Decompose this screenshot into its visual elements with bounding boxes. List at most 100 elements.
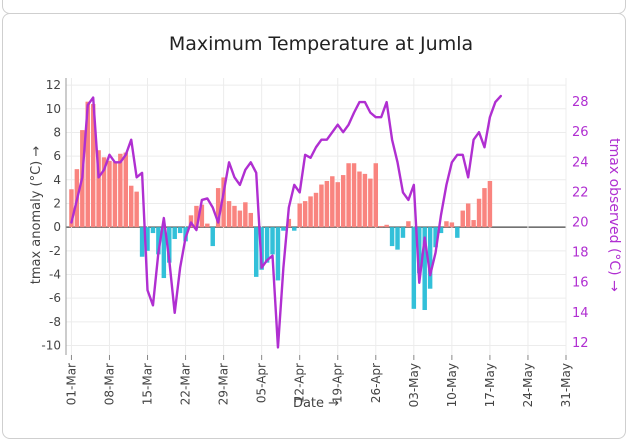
anomaly-bar	[389, 227, 395, 247]
y-tick-label-right: 12	[572, 336, 589, 351]
anomaly-bar	[270, 227, 275, 255]
anomaly-bar	[308, 196, 313, 228]
x-tick-label: 12-Apr	[293, 363, 307, 403]
y-tick-label-right: 20	[572, 216, 589, 231]
anomaly-bar	[449, 222, 455, 228]
anomaly-bar	[156, 227, 161, 255]
anomaly-bar	[417, 227, 422, 274]
anomaly-bar	[221, 177, 226, 228]
y-tick-label-left: 6	[53, 149, 61, 163]
anomaly-bar	[482, 188, 487, 228]
x-tick-label: 31-May	[559, 363, 573, 407]
anomaly-bar	[384, 224, 389, 228]
anomaly-bar	[210, 227, 215, 247]
anomaly-bar	[427, 227, 433, 289]
anomaly-bar	[465, 203, 471, 228]
y-tick-label-right: 14	[572, 306, 589, 321]
anomaly-bar	[275, 227, 281, 281]
anomaly-bar	[134, 191, 139, 228]
anomaly-bar	[161, 227, 167, 279]
observed-line	[70, 94, 502, 349]
y-tick-label-left: 2	[53, 196, 61, 210]
anomaly-bar	[118, 153, 123, 228]
anomaly-bar	[226, 201, 232, 228]
x-tick-label: 03-May	[407, 363, 421, 407]
anomaly-bar	[292, 227, 297, 231]
anomaly-bar	[264, 227, 270, 263]
y-tick-label-left: -4	[49, 268, 61, 282]
anomaly-bar	[90, 104, 96, 228]
anomaly-bar	[368, 178, 373, 228]
x-tick-label: 10-May	[445, 363, 459, 407]
anomaly-bar	[123, 152, 129, 228]
anomaly-bar	[128, 185, 134, 228]
y-tick-label-left: 8	[53, 125, 61, 139]
anomaly-bar	[362, 173, 368, 228]
y-tick-label-left: -2	[49, 244, 61, 258]
anomaly-bar	[330, 176, 335, 228]
x-tick-label: 08-Mar	[102, 363, 116, 405]
anomaly-bar	[112, 162, 118, 228]
anomaly-bar	[422, 227, 427, 311]
anomaly-bar	[340, 175, 346, 228]
x-tick-label: 26-Apr	[369, 363, 383, 403]
anomaly-bar	[302, 201, 308, 228]
x-tick-label: 19-Apr	[331, 363, 345, 403]
anomaly-bar	[313, 192, 319, 228]
anomaly-bars	[69, 101, 493, 311]
anomaly-bar	[194, 205, 199, 228]
anomaly-bar	[172, 227, 177, 239]
x-tick-label: 24-May	[521, 363, 535, 407]
y-tick-label-right: 24	[572, 155, 589, 170]
anomaly-bar	[286, 218, 292, 228]
anomaly-bar	[150, 227, 156, 234]
y-tick-label-left: -6	[49, 291, 61, 305]
anomaly-bar	[215, 188, 221, 228]
y-tick-label-right: 22	[572, 185, 589, 200]
x-tick-label: 05-Apr	[255, 363, 269, 403]
anomaly-bar	[460, 210, 465, 228]
y-axis-label-right: tmax observed (°C) →	[606, 138, 622, 292]
anomaly-bar	[487, 180, 493, 228]
anomaly-bar	[281, 227, 286, 231]
anomaly-bar	[378, 225, 384, 228]
anomaly-bar	[438, 227, 444, 234]
anomaly-bar	[139, 227, 145, 257]
y-tick-label-left: 10	[46, 102, 61, 116]
anomaly-bar	[248, 212, 254, 228]
anomaly-bar	[351, 163, 357, 228]
anomaly-bar	[297, 203, 302, 228]
anomaly-bar	[101, 157, 107, 228]
anomaly-bar	[199, 204, 205, 228]
anomaly-bar	[69, 189, 74, 228]
anomaly-bar	[85, 101, 90, 228]
y-axis-label-left: tmax anomaly (°C) →	[29, 146, 44, 285]
y-tick-label-right: 16	[572, 276, 589, 291]
anomaly-bar	[145, 227, 150, 251]
y-tick-label-left: 12	[46, 78, 61, 92]
anomaly-bar	[411, 227, 417, 309]
x-tick-label: 15-Mar	[141, 363, 155, 405]
x-tick-label: 22-Mar	[179, 363, 193, 405]
anomaly-bar	[253, 227, 259, 277]
anomaly-bar	[96, 150, 101, 228]
chart-title: Maximum Temperature at Jumla	[169, 33, 473, 55]
anomaly-bar	[395, 227, 400, 250]
anomaly-bar	[444, 221, 449, 228]
y-tick-label-left: -10	[41, 339, 61, 353]
y-tick-label-right: 28	[572, 95, 589, 110]
anomaly-bar	[433, 227, 438, 248]
y-tick-label-right: 18	[572, 246, 589, 261]
anomaly-bar	[357, 171, 362, 228]
anomaly-bar	[324, 180, 330, 228]
x-tick-label: 29-Mar	[217, 363, 231, 405]
anomaly-bar	[167, 227, 172, 263]
anomaly-bar	[205, 223, 210, 228]
anomaly-bar	[319, 184, 324, 228]
anomaly-bar	[237, 210, 243, 228]
anomaly-bar	[406, 221, 411, 228]
anomaly-bar	[471, 220, 476, 228]
anomaly-bar	[232, 205, 237, 228]
